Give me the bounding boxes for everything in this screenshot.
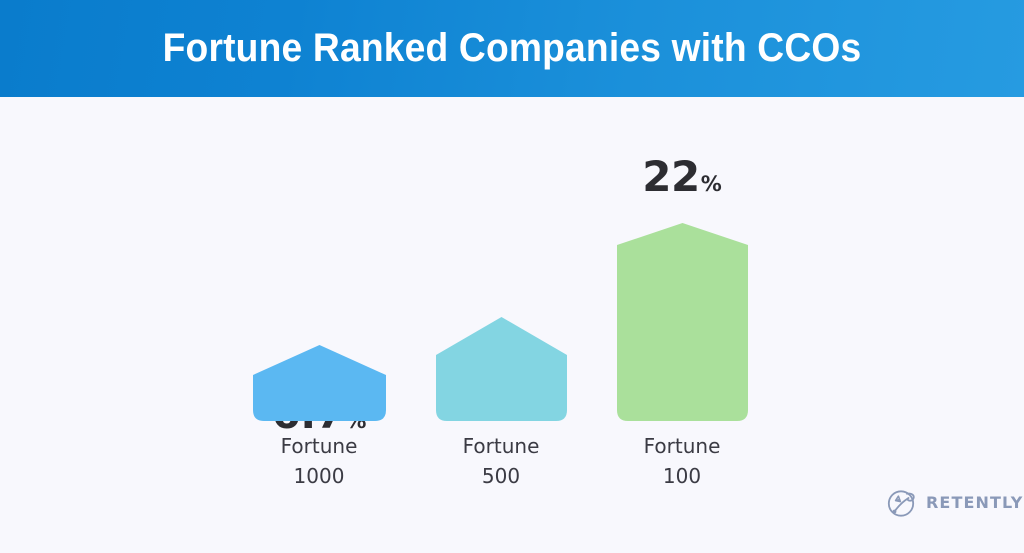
retently-logo: RETENTLY [886,487,1024,519]
bar-value-label-3: 22 % [607,156,757,204]
retently-circle-arrow-icon [887,490,915,517]
bar-value-percent-3: % [700,172,722,196]
bar-category-label-1: Fortune 1000 [244,431,394,492]
bar-fortune-500[interactable] [436,317,567,421]
bar-value-number-3: 22 [642,152,700,201]
chart-plot-area: 6.7 % Fortune 1000 10 % Fortune 500 22 % [0,97,1024,553]
bar-category-line1-1: Fortune [280,434,358,458]
bar-fortune-100[interactable] [617,223,748,421]
page-title: Fortune Ranked Companies with CCOs [162,26,862,70]
bar-category-line2-3: 100 [662,464,702,489]
bar-shape-2 [436,317,567,421]
bar-category-line2-2: 500 [481,464,521,489]
bar-fortune-1000[interactable] [253,345,386,421]
header-banner: Fortune Ranked Companies with CCOs [0,0,1024,97]
bar-category-label-3: Fortune 100 [607,431,757,492]
bar-category-line1-3: Fortune [643,434,721,458]
bar-shape-3 [617,223,748,421]
bar-category-line1-2: Fortune [462,434,540,458]
bar-shape-1 [253,345,386,421]
retently-wordmark: RETENTLY [926,493,1024,512]
bar-category-label-2: Fortune 500 [426,431,576,492]
bar-category-line2-1: 1000 [293,464,345,489]
